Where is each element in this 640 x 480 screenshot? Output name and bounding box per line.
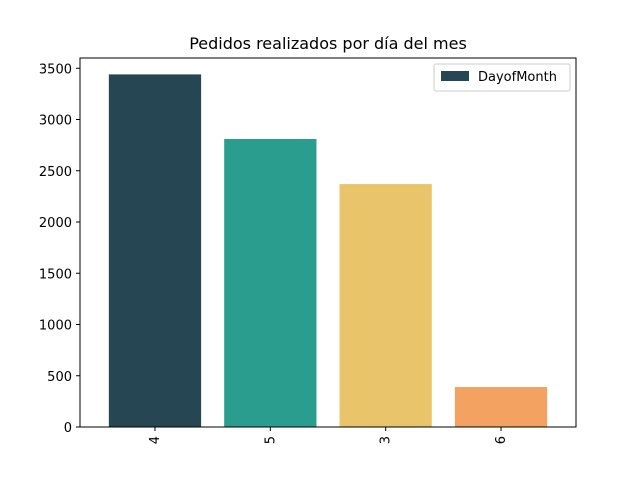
y-tick-label: 1000 [39, 319, 72, 334]
legend-frame [433, 63, 571, 92]
y-tick-label: 0 [64, 421, 72, 436]
axes-group: 4 5 3 6 0 500 1000 1500 2000 2500 3000 3500 [39, 57, 577, 444]
y-tick-label: 2500 [39, 165, 72, 180]
y-tick-label: 1500 [39, 267, 72, 282]
legend-label: DayofMonth [478, 70, 557, 85]
y-tick-label: 3000 [39, 114, 72, 129]
x-tick-label: 6 [494, 436, 509, 444]
legend-swatch [441, 71, 469, 81]
y-tick-label: 500 [47, 370, 72, 385]
x-tick-label: 4 [148, 436, 163, 444]
y-tick-label: 3500 [39, 62, 72, 77]
bar-4 [108, 74, 202, 428]
chart-title: Pedidos realizados por día del mes [189, 34, 467, 53]
bar-3 [339, 184, 432, 427]
bars-group [108, 74, 548, 428]
legend: DayofMonth [433, 63, 571, 92]
y-tick-label: 2000 [39, 216, 72, 231]
bar-5 [224, 138, 317, 427]
x-tick-label: 5 [263, 436, 278, 444]
bar-6 [454, 387, 548, 427]
plot-frame [79, 57, 577, 428]
x-tick-label: 3 [379, 436, 394, 444]
